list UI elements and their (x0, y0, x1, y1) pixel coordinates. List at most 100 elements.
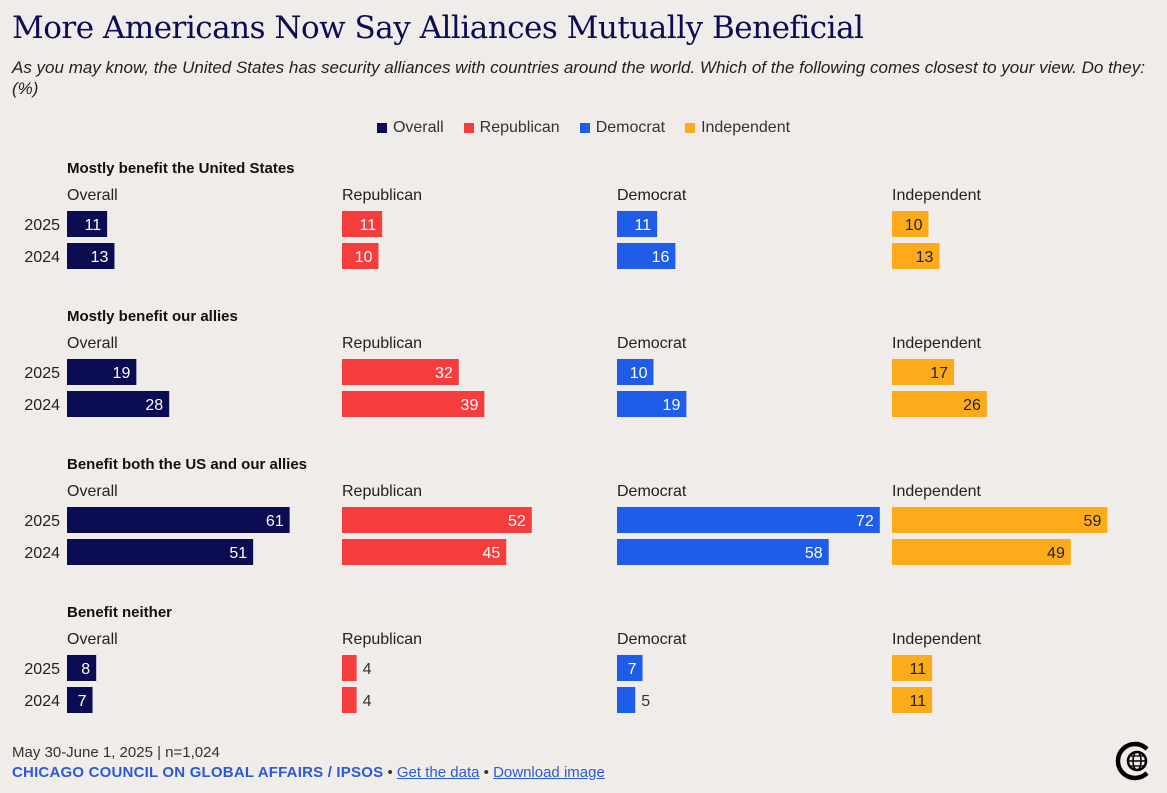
data-label-democrat-2024: 16 (652, 249, 670, 266)
group-label-independent: Independent (892, 483, 982, 500)
data-label-overall-2024: 51 (229, 545, 247, 562)
page-title: More Americans Now Say Alliances Mutuall… (12, 10, 864, 46)
data-label-overall-2025: 11 (85, 217, 102, 234)
data-label-overall-2025: 61 (266, 513, 284, 530)
group-label-democrat: Democrat (617, 335, 687, 352)
chicago-council-logo-icon (1115, 741, 1149, 781)
legend-item-republican: Republican (463, 119, 560, 137)
bar-republican-2025 (342, 507, 532, 533)
bar-democrat-2025 (617, 507, 880, 533)
bar-independent-2024 (892, 687, 933, 713)
data-label-republican-2025: 11 (360, 217, 377, 234)
bar-overall-2024 (67, 687, 93, 713)
legend-item-overall: Overall (376, 119, 444, 137)
data-label-overall-2024: 28 (145, 397, 163, 414)
data-label-independent-2025: 59 (1084, 513, 1102, 530)
data-label-independent-2024: 26 (963, 397, 981, 414)
bar-democrat-2024 (617, 539, 829, 565)
legend-swatch-republican (463, 123, 474, 133)
separator-bullet: • (483, 764, 489, 781)
bar-democrat-2025 (617, 359, 654, 385)
data-label-independent-2024: 11 (910, 693, 927, 710)
data-label-independent-2024: 49 (1047, 545, 1065, 562)
bar-democrat-2025 (617, 211, 658, 237)
bar-independent-2025 (892, 211, 929, 237)
group-label-republican: Republican (342, 187, 422, 204)
data-label-overall-2025: 19 (113, 365, 131, 382)
bar-independent-2025 (892, 507, 1108, 533)
get-data-link[interactable]: Get the data (396, 764, 480, 781)
year-label-2024: 2024 (24, 693, 60, 710)
year-label-2024: 2024 (24, 545, 60, 562)
source-label: CHICAGO COUNCIL ON GLOBAL AFFAIRS / IPSO… (12, 764, 384, 781)
data-label-republican-2025: 4 (363, 661, 372, 678)
data-label-democrat-2024: 19 (663, 397, 681, 414)
data-label-democrat-2025: 7 (628, 661, 637, 678)
data-label-republican-2024: 39 (461, 397, 479, 414)
bar-independent-2025 (892, 655, 933, 681)
bar-republican-2024 (342, 539, 507, 565)
data-label-independent-2025: 10 (905, 217, 923, 234)
bar-overall-2024 (67, 391, 170, 417)
data-label-overall-2025: 8 (81, 661, 90, 678)
group-label-independent: Independent (892, 335, 982, 352)
bar-republican-2024 (342, 687, 357, 713)
group-label-democrat: Democrat (617, 483, 687, 500)
data-label-democrat-2025: 10 (630, 365, 648, 382)
year-label-2024: 2024 (24, 249, 60, 266)
legend-swatch-democrat (579, 123, 590, 133)
group-label-overall: Overall (67, 187, 118, 204)
group-label-independent: Independent (892, 631, 982, 648)
year-label-2025: 2025 (24, 513, 60, 530)
chart: Mostly benefit the United States 2025 2024… (24, 160, 1108, 713)
bar-independent-2025 (892, 359, 955, 385)
bar-democrat-2024 (617, 243, 676, 269)
panel-title-benefit-both-the-us-and-our-allies: Benefit both the US and our allies (67, 456, 307, 473)
data-label-democrat-2024: 58 (805, 545, 823, 562)
download-image-link[interactable]: Download image (493, 764, 605, 781)
bar-overall-2025 (67, 359, 137, 385)
group-label-republican: Republican (342, 335, 422, 352)
legend-label-republican: Republican (479, 119, 560, 136)
bar-overall-2025 (67, 211, 108, 237)
bar-overall-2025 (67, 655, 97, 681)
group-label-democrat: Democrat (617, 187, 687, 204)
group-label-overall: Overall (67, 335, 118, 352)
year-label-2024: 2024 (24, 397, 60, 414)
legend-item-democrat: Democrat (579, 119, 666, 137)
bar-republican-2025 (342, 211, 383, 237)
panel-title-benefit-neither: Benefit neither (67, 604, 172, 621)
bar-democrat-2024 (617, 687, 636, 713)
year-label-2025: 2025 (24, 661, 60, 678)
legend-swatch-independent (685, 123, 696, 133)
legend-label-democrat: Democrat (595, 119, 666, 136)
data-label-independent-2024: 13 (916, 249, 934, 266)
bar-independent-2024 (892, 391, 987, 417)
bar-overall-2024 (67, 539, 254, 565)
legend: Overall Republican Democrat Independent (0, 119, 1167, 137)
bar-republican-2024 (342, 243, 379, 269)
survey-note: May 30-June 1, 2025 | n=1,024 (12, 744, 220, 761)
data-label-overall-2024: 13 (91, 249, 109, 266)
data-label-republican-2025: 32 (435, 365, 453, 382)
bar-independent-2024 (892, 539, 1071, 565)
legend-label-overall: Overall (392, 119, 444, 136)
bar-republican-2024 (342, 391, 485, 417)
separator-bullet: • (387, 764, 393, 781)
panel-title-mostly-benefit-the-united-states: Mostly benefit the United States (67, 160, 295, 177)
year-label-2025: 2025 (24, 365, 60, 382)
legend-item-independent: Independent (685, 119, 790, 137)
legend-label-independent: Independent (701, 119, 791, 136)
bar-democrat-2025 (617, 655, 643, 681)
data-label-democrat-2025: 72 (856, 513, 874, 530)
data-label-independent-2025: 17 (930, 365, 948, 382)
data-label-independent-2025: 11 (910, 661, 927, 678)
bar-overall-2025 (67, 507, 290, 533)
bar-democrat-2024 (617, 391, 687, 417)
data-label-republican-2024: 10 (355, 249, 373, 266)
data-label-republican-2024: 45 (482, 545, 500, 562)
chart-subtitle: As you may know, the United States has s… (12, 58, 1145, 98)
year-label-2025: 2025 (24, 217, 60, 234)
group-label-overall: Overall (67, 631, 118, 648)
bar-independent-2024 (892, 243, 940, 269)
